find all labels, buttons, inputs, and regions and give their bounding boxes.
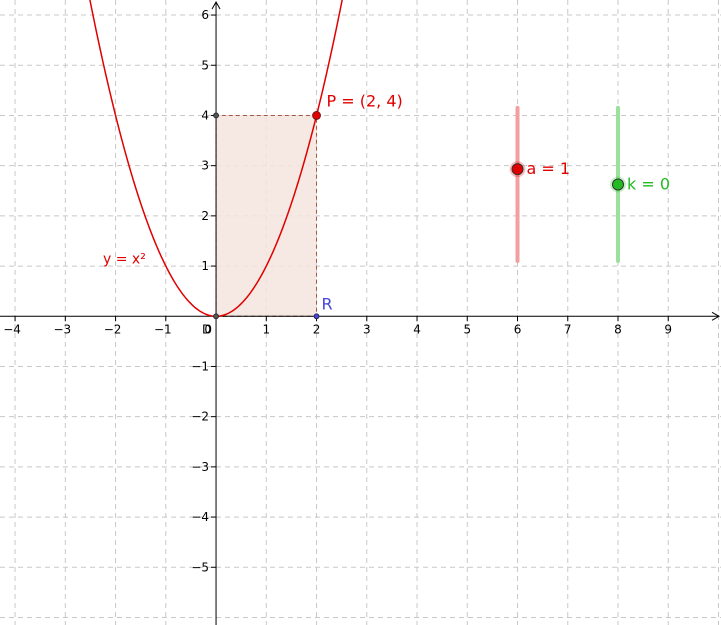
- x-tick-label: 2: [313, 322, 321, 336]
- y-tick-label: −3: [191, 460, 209, 474]
- y-axis-arrow: [211, 0, 221, 10]
- x-tick-label: 3: [363, 322, 371, 336]
- curve-label[interactable]: y = x²: [103, 252, 146, 268]
- x-tick-label: −1: [154, 322, 172, 336]
- x-tick-label: 5: [463, 322, 471, 336]
- slider-k[interactable]: k = 0: [610, 105, 670, 264]
- x-tick-label: 6: [514, 322, 522, 336]
- point-corner[interactable]: [213, 112, 219, 119]
- axis-ticks: −4 −3 −2 −1 1 2 3 4 5 6 7 8 9 −5 −4 −3 −2 −1 1 2 3 4 5 6 0: [3, 8, 672, 574]
- x-tick-label: 1: [262, 322, 270, 336]
- x-axis-arrow: [711, 311, 721, 321]
- point-P[interactable]: [312, 111, 321, 120]
- y-tick-label: 6: [201, 8, 209, 22]
- x-tick-label: 4: [413, 322, 421, 336]
- x-tick-label: −2: [104, 322, 122, 336]
- point-D[interactable]: [213, 313, 219, 320]
- y-tick-label: 1: [201, 259, 209, 273]
- x-tick-label: −4: [3, 322, 21, 336]
- y-tick-label: 3: [201, 159, 209, 173]
- x-tick-label: −3: [53, 322, 71, 336]
- y-tick-label: −2: [191, 410, 209, 424]
- y-tick-label: −4: [191, 510, 209, 524]
- origin-label: 0: [204, 322, 212, 336]
- point-R[interactable]: [313, 313, 320, 320]
- y-tick-label: 2: [201, 209, 209, 223]
- y-tick-label: 5: [201, 58, 209, 72]
- x-tick-label: 9: [664, 322, 672, 336]
- x-tick-label: 7: [564, 322, 572, 336]
- point-R-label[interactable]: R: [322, 294, 333, 313]
- x-tick-label: 8: [614, 322, 622, 336]
- y-tick-label: 4: [201, 108, 209, 122]
- rectangle-region[interactable]: [215, 114, 318, 317]
- y-tick-label: −1: [191, 359, 209, 373]
- slider-k-handle[interactable]: [612, 178, 624, 191]
- slider-a[interactable]: a = 1: [509, 105, 571, 264]
- slider-a-label[interactable]: a = 1: [527, 159, 571, 178]
- slider-a-handle[interactable]: [511, 163, 524, 176]
- slider-k-label[interactable]: k = 0: [627, 174, 670, 193]
- point-P-label[interactable]: P = (2, 4): [327, 91, 403, 110]
- y-tick-label: −5: [191, 560, 209, 574]
- point-D-label: D: [202, 322, 211, 336]
